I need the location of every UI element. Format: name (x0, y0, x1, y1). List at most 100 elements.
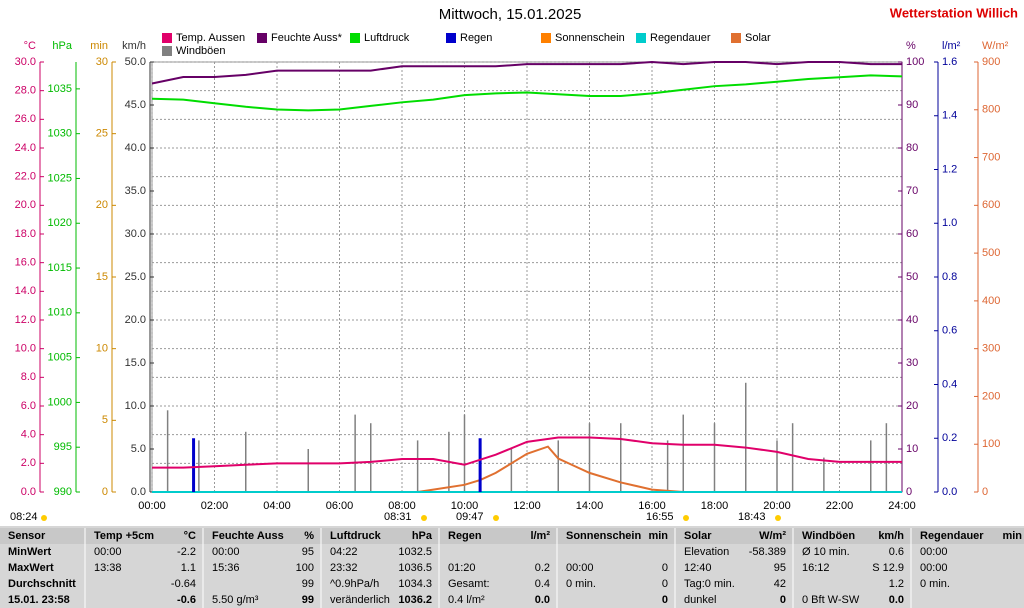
station-name: Wetterstation Willich (890, 5, 1018, 20)
y-tick-label: 995 (54, 441, 72, 453)
y-tick-label: 1030 (48, 128, 72, 140)
table-cell: Windböen (802, 530, 855, 542)
y-tick-label: 40 (906, 314, 918, 326)
table-cell: 0 min. (920, 578, 950, 590)
y-tick-label: 4.0 (21, 429, 36, 441)
table-cell: 99 (302, 594, 314, 606)
legend-label: Regendauer (650, 32, 711, 44)
y-tick-label: 0.0 (21, 486, 36, 498)
table-cell: 99 (302, 578, 314, 590)
table-cell: Ø 10 min. (802, 546, 850, 558)
table-cell: W/m² (759, 530, 786, 542)
table-cell: -58.389 (749, 546, 786, 558)
table-header-bg (0, 528, 1024, 544)
table-cell: dunkel (684, 594, 716, 606)
y-tick-label: 40.0 (125, 142, 146, 154)
legend-swatch (162, 33, 172, 43)
y-tick-label: 1000 (48, 396, 72, 408)
series-line (152, 436, 902, 469)
series-line (417, 445, 684, 493)
table-cell: MinWert (8, 546, 52, 558)
y-tick-label: 0.8 (942, 271, 957, 283)
y-tick-label: 5 (102, 414, 108, 426)
x-tick-label: 00:00 (138, 500, 166, 512)
sun-time: 16:55 (646, 511, 674, 523)
x-tick-label: 06:00 (326, 500, 354, 512)
y-tick-label: 12.0 (15, 314, 36, 326)
table-cell: 00:00 (94, 546, 122, 558)
table-cell: 16:12 (802, 562, 830, 574)
y-tick-label: 50.0 (125, 56, 146, 68)
y-tick-label: 800 (982, 104, 1000, 116)
y-tick-label: 60 (906, 228, 918, 240)
x-tick-label: 10:00 (451, 500, 479, 512)
y-tick-label: 600 (982, 199, 1000, 211)
table-cell: 0.0 (889, 594, 904, 606)
y-tick-label: 30.0 (15, 56, 36, 68)
y-tick-label: 1.6 (942, 56, 957, 68)
legend-swatch (257, 33, 267, 43)
table-cell: 0.4 (535, 578, 550, 590)
legend-swatch (350, 33, 360, 43)
table-cell: 1.2 (889, 578, 904, 590)
legend-label: Feuchte Auss* (271, 32, 343, 44)
table-cell: min (1002, 530, 1022, 542)
table-cell: % (304, 530, 314, 542)
y-tick-label: 20.0 (125, 314, 146, 326)
y-tick-label: 20 (96, 199, 108, 211)
table-cell: km/h (878, 530, 904, 542)
x-tick-label: 14:00 (576, 500, 604, 512)
y-tick-label: 15 (96, 271, 108, 283)
table-cell: 13:38 (94, 562, 122, 574)
table-cell: 01:20 (448, 562, 476, 574)
table-cell: Feuchte Auss (212, 530, 284, 542)
y-tick-label: 0 (982, 486, 988, 498)
table-cell: 23:32 (330, 562, 358, 574)
y-tick-label: 2.0 (21, 457, 36, 469)
table-cell: 1036.5 (398, 562, 432, 574)
y-tick-label: 10.0 (125, 400, 146, 412)
axis-unit: min (90, 40, 108, 52)
y-tick-label: 0.2 (942, 432, 957, 444)
legend-label: Sonnenschein (555, 32, 625, 44)
y-tick-label: 28.0 (15, 85, 36, 97)
table-cell: Elevation (684, 546, 729, 558)
table-cell: Solar (684, 530, 712, 542)
legend-label: Windböen (176, 45, 226, 57)
y-tick-label: 500 (982, 247, 1000, 259)
y-tick-label: 5.0 (131, 443, 146, 455)
plot-area (151, 61, 903, 493)
x-tick-label: 02:00 (201, 500, 229, 512)
chart-title: Mittwoch, 15.01.2025 (439, 6, 582, 23)
axis-unit: W/m² (982, 40, 1009, 52)
y-tick-label: 30 (96, 56, 108, 68)
table-cell: 00:00 (920, 546, 948, 558)
x-tick-label: 08:00 (388, 500, 416, 512)
x-tick-label: 22:00 (826, 500, 854, 512)
table-cell: l/m² (530, 530, 550, 542)
y-tick-label: 20 (906, 400, 918, 412)
y-tick-label: 200 (982, 390, 1000, 402)
legend-label: Temp. Aussen (176, 32, 245, 44)
legend-swatch (636, 33, 646, 43)
y-tick-label: 20.0 (15, 199, 36, 211)
table-cell: -0.6 (177, 594, 196, 606)
y-tick-label: 35.0 (125, 185, 146, 197)
table-cell: 100 (296, 562, 314, 574)
y-tick-label: 80 (906, 142, 918, 154)
table-cell: 04:22 (330, 546, 358, 558)
y-tick-label: 30.0 (125, 228, 146, 240)
y-tick-label: 1015 (48, 262, 72, 274)
sun-marker (421, 515, 427, 521)
table-cell: 0 (662, 594, 668, 606)
table-cell: 0.6 (889, 546, 904, 558)
y-tick-label: 50 (906, 271, 918, 283)
table-cell: Tag:0 min. (684, 578, 735, 590)
table-cell: 00:00 (920, 562, 948, 574)
legend-swatch (541, 33, 551, 43)
x-tick-label: 12:00 (513, 500, 541, 512)
x-tick-label: 16:00 (638, 500, 666, 512)
table-cell: 0 min. (566, 578, 596, 590)
table-cell: 95 (302, 546, 314, 558)
y-tick-label: 25 (96, 128, 108, 140)
